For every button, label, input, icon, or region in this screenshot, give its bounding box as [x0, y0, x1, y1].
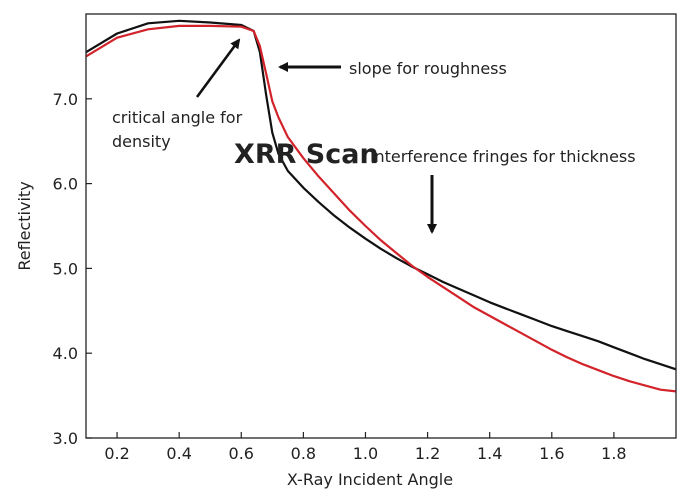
y-tick-label: 4.0 — [53, 344, 78, 363]
chart-title: XRR Scan — [234, 139, 379, 170]
arrow-critical-angle — [195, 38, 241, 98]
y-tick-label: 6.0 — [53, 175, 78, 194]
x-tick-label: 0.8 — [291, 444, 316, 463]
annotation-fringes: interference fringes for thickness — [370, 147, 636, 166]
x-tick-label: 1.6 — [539, 444, 564, 463]
annotation-critical-angle-line2: density — [112, 132, 171, 151]
x-axis-title: X-Ray Incident Angle — [287, 470, 453, 489]
tick-layer: 0.2 0.4 0.6 0.8 1.0 1.2 1.4 1.6 1.8 3.0 4.0 5.0 6.0 7… — [53, 90, 627, 463]
series-line-1 — [85, 24, 677, 393]
plot-frame — [85, 13, 677, 439]
x-tick-label: 1.2 — [415, 444, 440, 463]
series-layer — [85, 19, 677, 393]
x-tick-label: 1.0 — [353, 444, 378, 463]
annotation-slope: slope for roughness — [349, 59, 507, 78]
x-tick-label: 0.4 — [166, 444, 191, 463]
y-axis-title: Reflectivity — [15, 181, 34, 270]
x-tick-label: 1.8 — [601, 444, 626, 463]
x-tick-label: 0.2 — [104, 444, 129, 463]
y-tick-label: 3.0 — [53, 429, 78, 448]
y-tick-label: 7.0 — [53, 90, 78, 109]
annotation-critical-angle-line1: critical angle for — [112, 108, 243, 127]
x-tick-label: 1.4 — [477, 444, 502, 463]
y-tick-label: 5.0 — [53, 259, 78, 278]
x-tick-label: 0.6 — [229, 444, 254, 463]
